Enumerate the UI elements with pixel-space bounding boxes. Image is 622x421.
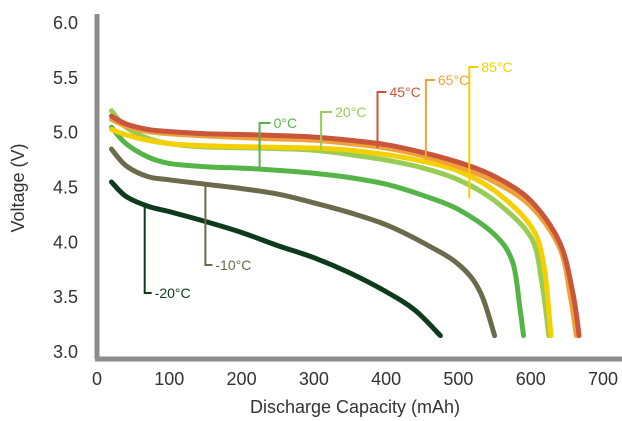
- x-axis-title: Discharge Capacity (mAh): [250, 397, 460, 417]
- curve-label-minus-10c: -10°C: [215, 257, 251, 273]
- x-tick-label: 400: [371, 369, 401, 389]
- curve-label-0c: 0°C: [274, 115, 298, 131]
- curve-minus-20c: [109, 179, 443, 339]
- x-tick-label: 600: [516, 369, 546, 389]
- y-tick-label: 3.0: [53, 342, 78, 362]
- curve-label-group: -20°C -10°C 0°C 20°C 85°C 65°C 45°C: [143, 59, 513, 301]
- y-tick-label: 4.5: [53, 178, 78, 198]
- label-connector-85c: [468, 66, 479, 199]
- curve-label-45c: 45°C: [390, 84, 421, 100]
- label-connector-65c: [424, 79, 435, 161]
- y-axis-title: Voltage (V): [8, 143, 28, 232]
- label-connector-minus-10c: [204, 183, 213, 266]
- curve-85c: [109, 126, 554, 339]
- axes: [94, 14, 622, 362]
- x-tick-label: 100: [154, 369, 184, 389]
- x-tick-labels: 0 100 200 300 400 500 600 700: [92, 369, 618, 389]
- curve-label-65c: 65°C: [438, 72, 469, 88]
- label-connector-0c: [258, 122, 271, 169]
- x-tick-label: 300: [299, 369, 329, 389]
- y-tick-labels: 3.0 3.5 4.0 4.5 5.0 5.5 6.0: [53, 13, 78, 362]
- x-tick-label: 500: [443, 369, 473, 389]
- curve-0c: [109, 124, 526, 339]
- y-tick-label: 5.0: [53, 123, 78, 143]
- x-tick-label: 0: [92, 369, 102, 389]
- y-tick-label: 3.5: [53, 287, 78, 307]
- x-tick-label: 700: [588, 369, 618, 389]
- curve-group: [109, 108, 582, 339]
- y-tick-label: 5.5: [53, 68, 78, 88]
- curve-label-minus-20c: -20°C: [155, 285, 191, 301]
- curve-label-20c: 20°C: [335, 104, 366, 120]
- label-connector-45c: [376, 91, 387, 148]
- label-connector-minus-20c: [143, 206, 152, 294]
- y-tick-label: 6.0: [53, 13, 78, 33]
- curve-label-85c: 85°C: [481, 59, 512, 75]
- label-connector-20c: [320, 111, 333, 151]
- curve-45c: [109, 113, 582, 339]
- y-tick-label: 4.0: [53, 232, 78, 252]
- curve-minus-10c: [109, 146, 498, 339]
- x-tick-label: 200: [227, 369, 257, 389]
